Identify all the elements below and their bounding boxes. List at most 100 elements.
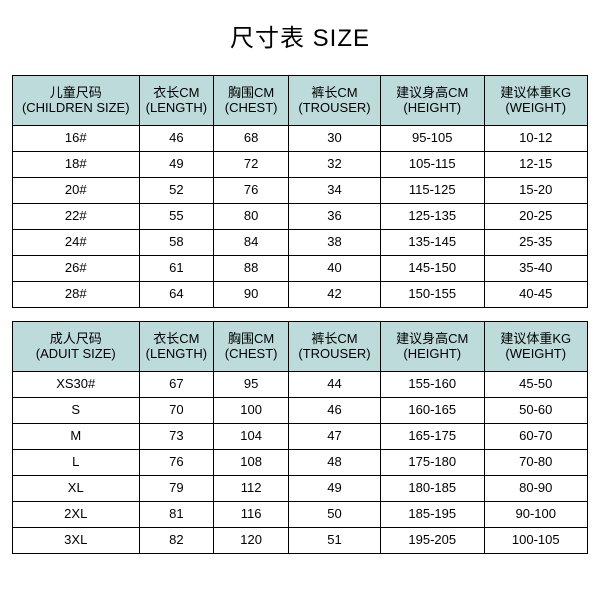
- children-header-cell: 建议身高CM(HEIGHT): [381, 76, 485, 126]
- size-table: 儿童尺码(CHILDREN SIZE)衣长CM(LENGTH)胸围CM(CHES…: [12, 75, 588, 554]
- table-row: 26#618840145-15035-40: [13, 256, 588, 282]
- table-cell: 155-160: [381, 372, 485, 398]
- table-cell: 25-35: [484, 230, 588, 256]
- header-main: 建议身高CM: [381, 86, 484, 101]
- adult-header-cell: 胸围CM(CHEST): [214, 322, 289, 372]
- table-cell: 90-100: [484, 502, 588, 528]
- table-cell: 76: [139, 450, 214, 476]
- header-main: 胸围CM: [214, 332, 288, 347]
- header-main: 胸围CM: [214, 86, 288, 101]
- table-cell: 45-50: [484, 372, 588, 398]
- header-main: 裤长CM: [289, 332, 380, 347]
- table-cell: 38: [289, 230, 381, 256]
- children-header-row: 儿童尺码(CHILDREN SIZE)衣长CM(LENGTH)胸围CM(CHES…: [13, 76, 588, 126]
- table-cell: 40-45: [484, 282, 588, 308]
- table-cell: L: [13, 450, 140, 476]
- table-row: 16#46683095-10510-12: [13, 126, 588, 152]
- page-title: 尺寸表 SIZE: [12, 18, 588, 53]
- table-cell: 52: [139, 178, 214, 204]
- table-cell: 108: [214, 450, 289, 476]
- header-main: 建议体重KG: [485, 332, 588, 347]
- table-cell: 95-105: [381, 126, 485, 152]
- table-row: XL7911249180-18580-90: [13, 476, 588, 502]
- header-sub: (LENGTH): [140, 101, 214, 116]
- table-row: 24#588438135-14525-35: [13, 230, 588, 256]
- table-cell: S: [13, 398, 140, 424]
- header-sub: (ADUIT SIZE): [13, 347, 139, 362]
- table-cell: 95: [214, 372, 289, 398]
- table-cell: 81: [139, 502, 214, 528]
- table-cell: 18#: [13, 152, 140, 178]
- table-cell: 82: [139, 528, 214, 554]
- table-cell: XL: [13, 476, 140, 502]
- table-cell: 80-90: [484, 476, 588, 502]
- table-cell: XS30#: [13, 372, 140, 398]
- table-cell: 80: [214, 204, 289, 230]
- adult-header-cell: 建议身高CM(HEIGHT): [381, 322, 485, 372]
- table-cell: 40: [289, 256, 381, 282]
- table-row: 22#558036125-13520-25: [13, 204, 588, 230]
- header-sub: (CHEST): [214, 101, 288, 116]
- table-row: 3XL8212051195-205100-105: [13, 528, 588, 554]
- header-main: 衣长CM: [140, 86, 214, 101]
- header-sub: (HEIGHT): [381, 347, 484, 362]
- table-cell: 42: [289, 282, 381, 308]
- table-row: 2XL8111650185-19590-100: [13, 502, 588, 528]
- children-header-cell: 衣长CM(LENGTH): [139, 76, 214, 126]
- table-cell: 10-12: [484, 126, 588, 152]
- header-sub: (TROUSER): [289, 347, 380, 362]
- table-cell: 55: [139, 204, 214, 230]
- adult-header-row: 成人尺码(ADUIT SIZE)衣长CM(LENGTH)胸围CM(CHEST)裤…: [13, 322, 588, 372]
- table-cell: 50-60: [484, 398, 588, 424]
- table-cell: 67: [139, 372, 214, 398]
- header-main: 裤长CM: [289, 86, 380, 101]
- table-row: 28#649042150-15540-45: [13, 282, 588, 308]
- table-cell: 84: [214, 230, 289, 256]
- header-sub: (CHEST): [214, 347, 288, 362]
- table-cell: 12-15: [484, 152, 588, 178]
- table-cell: 48: [289, 450, 381, 476]
- table-cell: 105-115: [381, 152, 485, 178]
- header-sub: (WEIGHT): [485, 347, 588, 362]
- header-main: 建议身高CM: [381, 332, 484, 347]
- table-cell: 26#: [13, 256, 140, 282]
- table-cell: 36: [289, 204, 381, 230]
- table-row: L7610848175-18070-80: [13, 450, 588, 476]
- table-cell: 34: [289, 178, 381, 204]
- table-cell: 44: [289, 372, 381, 398]
- table-row: 20#527634115-12515-20: [13, 178, 588, 204]
- table-row: XS30#679544155-16045-50: [13, 372, 588, 398]
- table-cell: 120: [214, 528, 289, 554]
- section-gap: [13, 308, 588, 322]
- table-cell: 47: [289, 424, 381, 450]
- children-header-cell: 建议体重KG(WEIGHT): [484, 76, 588, 126]
- table-cell: 49: [289, 476, 381, 502]
- table-cell: 16#: [13, 126, 140, 152]
- table-cell: 73: [139, 424, 214, 450]
- children-header-cell: 儿童尺码(CHILDREN SIZE): [13, 76, 140, 126]
- table-cell: 28#: [13, 282, 140, 308]
- table-cell: 72: [214, 152, 289, 178]
- table-cell: 175-180: [381, 450, 485, 476]
- table-cell: 116: [214, 502, 289, 528]
- table-cell: M: [13, 424, 140, 450]
- table-row: 18#497232105-11512-15: [13, 152, 588, 178]
- table-cell: 32: [289, 152, 381, 178]
- table-cell: 195-205: [381, 528, 485, 554]
- table-cell: 22#: [13, 204, 140, 230]
- table-cell: 150-155: [381, 282, 485, 308]
- header-sub: (CHILDREN SIZE): [13, 101, 139, 116]
- table-cell: 70: [139, 398, 214, 424]
- header-sub: (LENGTH): [140, 347, 214, 362]
- table-row: M7310447165-17560-70: [13, 424, 588, 450]
- header-main: 建议体重KG: [485, 86, 588, 101]
- header-sub: (TROUSER): [289, 101, 380, 116]
- table-cell: 135-145: [381, 230, 485, 256]
- table-cell: 180-185: [381, 476, 485, 502]
- table-cell: 185-195: [381, 502, 485, 528]
- table-cell: 104: [214, 424, 289, 450]
- table-cell: 60-70: [484, 424, 588, 450]
- table-cell: 90: [214, 282, 289, 308]
- table-cell: 64: [139, 282, 214, 308]
- table-cell: 58: [139, 230, 214, 256]
